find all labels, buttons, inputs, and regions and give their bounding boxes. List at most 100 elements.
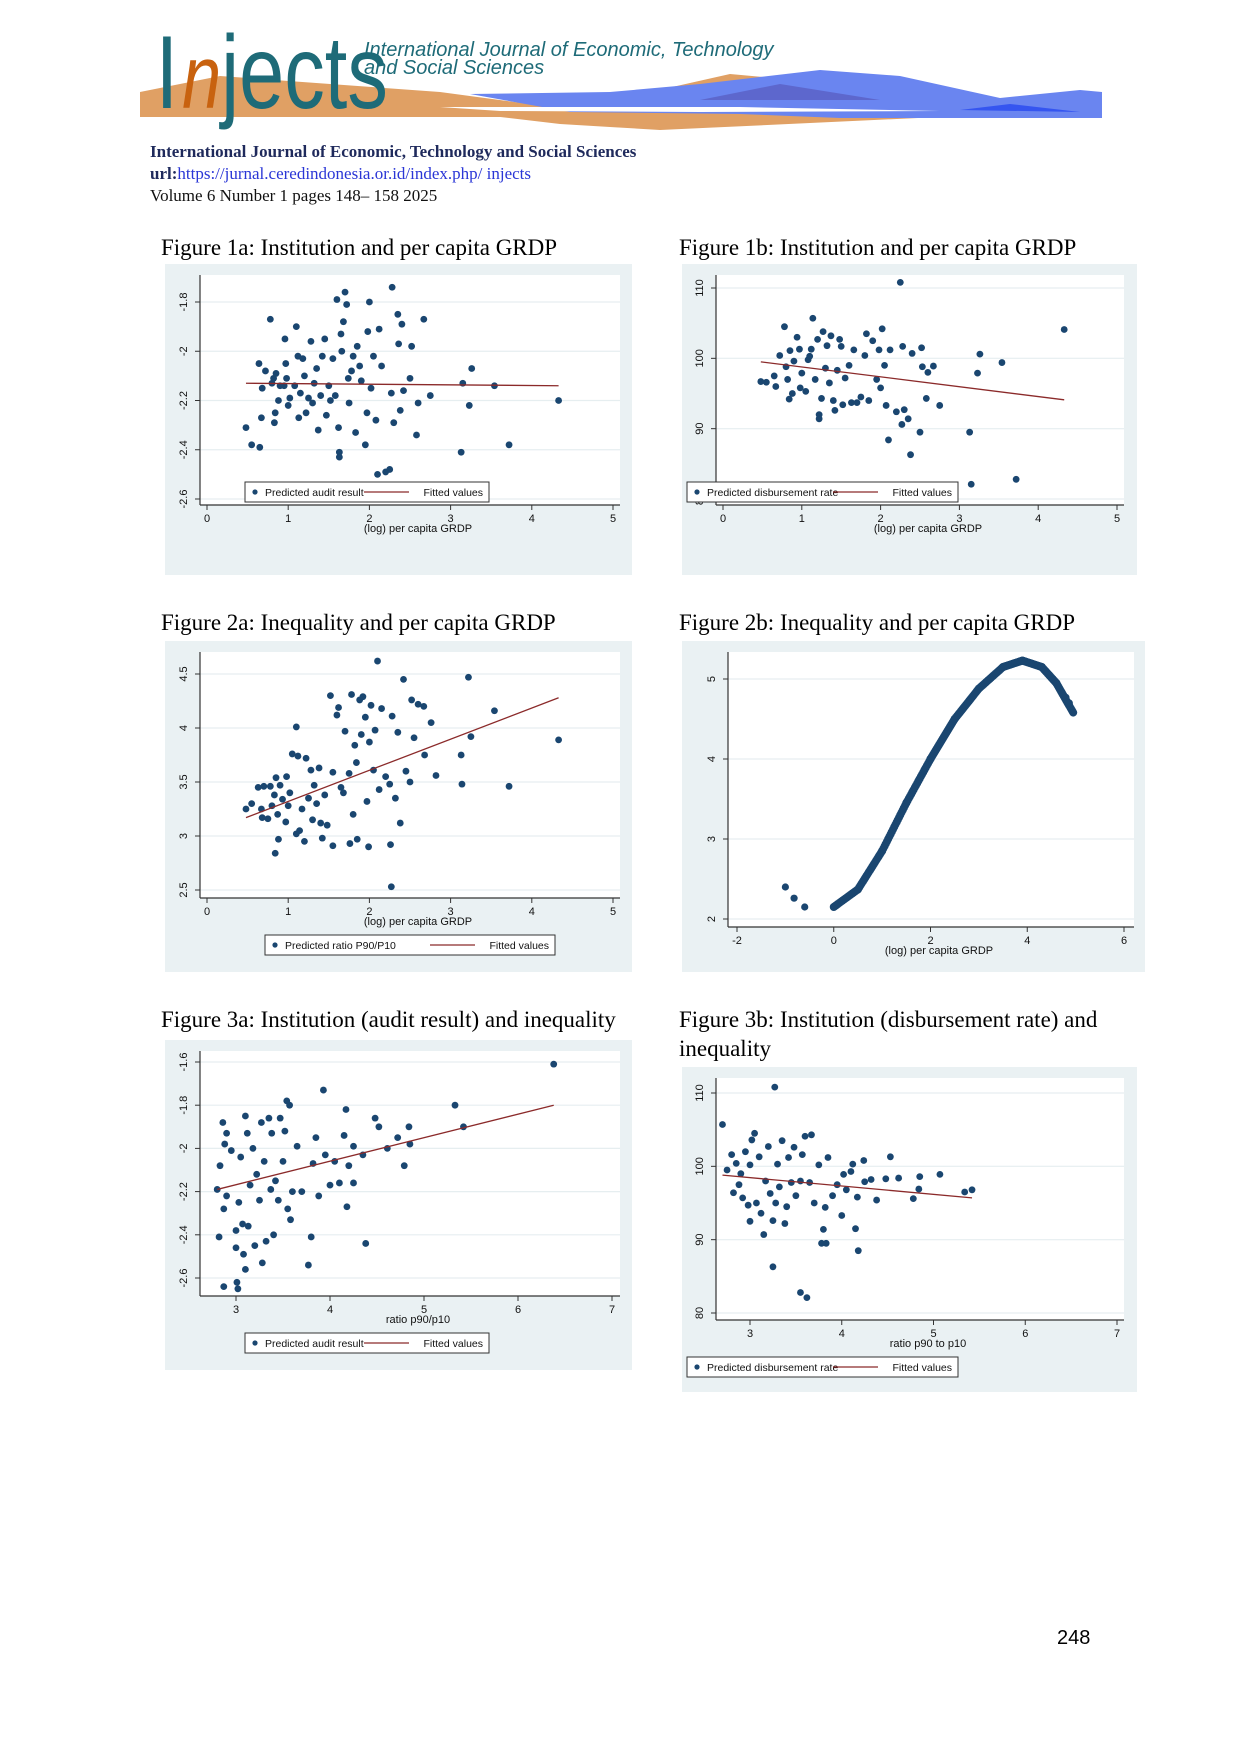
data-point bbox=[378, 362, 385, 370]
data-point bbox=[216, 1162, 224, 1170]
data-point bbox=[346, 840, 354, 847]
data-point bbox=[801, 903, 809, 911]
data-point bbox=[467, 733, 475, 741]
data-point bbox=[295, 414, 303, 422]
legend-label-points: Predicted ratio P90/P10 bbox=[285, 940, 396, 952]
x-tick-label: 1 bbox=[285, 513, 291, 525]
data-point bbox=[335, 704, 342, 711]
journal-url-link[interactable]: https://jurnal.ceredindonesia.or.id/inde… bbox=[177, 164, 532, 183]
figure-3b-title-line1: Figure 3b: Institution (disbursement rat… bbox=[679, 1007, 1098, 1032]
data-point bbox=[760, 1231, 768, 1238]
data-point bbox=[321, 335, 329, 343]
data-point bbox=[451, 1101, 459, 1109]
data-point bbox=[262, 367, 269, 375]
data-point bbox=[396, 819, 404, 827]
data-point bbox=[873, 1196, 881, 1204]
data-point bbox=[873, 376, 881, 383]
data-point bbox=[793, 333, 801, 341]
x-tick-label: -2 bbox=[732, 935, 742, 947]
data-point bbox=[363, 409, 371, 417]
plot-area bbox=[716, 1078, 1124, 1320]
svg-text:n: n bbox=[182, 28, 221, 128]
data-point bbox=[232, 1244, 240, 1252]
data-point bbox=[338, 347, 346, 355]
data-point bbox=[307, 766, 315, 774]
data-point bbox=[400, 387, 407, 395]
data-point bbox=[886, 1153, 894, 1161]
figure-1a-scatter-plot: -2.6 -2.4 -2.2 -2 -1.8 0 1 2 3 4 5 (log) per capita… bbox=[178, 275, 620, 535]
journal-title: International Journal of Economic, Techn… bbox=[150, 142, 637, 161]
data-point bbox=[344, 374, 352, 382]
legend-label-fit: Fitted values bbox=[892, 1362, 952, 1374]
data-point bbox=[751, 1129, 758, 1137]
x-tick-label: 4 bbox=[839, 1328, 845, 1340]
data-point bbox=[350, 1142, 357, 1150]
data-point bbox=[1065, 699, 1073, 707]
y-tick-label: -2 bbox=[178, 1144, 190, 1154]
data-point bbox=[810, 1199, 818, 1207]
data-point bbox=[796, 345, 803, 353]
data-point bbox=[327, 692, 334, 699]
y-tick-label: -1.6 bbox=[178, 1053, 190, 1072]
data-point bbox=[772, 383, 780, 390]
y-tick-label: 4 bbox=[706, 756, 718, 762]
data-point bbox=[317, 392, 325, 399]
data-point bbox=[410, 734, 418, 742]
data-point bbox=[764, 1143, 772, 1150]
data-point bbox=[294, 752, 302, 760]
y-tick-label: -2.4 bbox=[178, 1225, 190, 1244]
data-point bbox=[309, 816, 316, 824]
data-point bbox=[457, 448, 465, 456]
data-point bbox=[288, 750, 296, 758]
data-point bbox=[775, 1183, 783, 1191]
y-tick-label: 3.5 bbox=[178, 774, 190, 789]
data-point bbox=[237, 1153, 245, 1161]
data-point bbox=[233, 1278, 241, 1286]
data-point bbox=[322, 411, 330, 419]
x-tick-label: 3 bbox=[233, 1304, 239, 1316]
y-tick-label: 110 bbox=[694, 1084, 706, 1102]
legend-label-points: Predicted disbursement rate bbox=[707, 487, 838, 499]
data-point bbox=[307, 1233, 315, 1241]
data-point bbox=[848, 399, 855, 407]
data-point bbox=[400, 1162, 408, 1170]
data-point bbox=[272, 1177, 279, 1185]
data-point bbox=[769, 1263, 777, 1271]
plot-area bbox=[200, 652, 620, 898]
figure-1a-title: Figure 1a: Institution and per capita GR… bbox=[161, 235, 558, 260]
data-point bbox=[243, 1129, 251, 1137]
data-point bbox=[847, 1168, 855, 1175]
data-point bbox=[282, 818, 290, 826]
data-point bbox=[386, 466, 394, 473]
y-tick-label: 4 bbox=[178, 725, 190, 731]
data-point bbox=[776, 352, 784, 359]
data-point bbox=[242, 1265, 249, 1273]
data-point bbox=[282, 360, 290, 367]
x-tick-label: 0 bbox=[720, 513, 726, 525]
data-point bbox=[823, 342, 831, 350]
x-tick-label: 4 bbox=[1035, 513, 1041, 525]
figure-1b-title: Figure 1b: Institution and per capita GR… bbox=[679, 235, 1077, 260]
data-point bbox=[234, 1285, 242, 1293]
data-point bbox=[268, 1129, 276, 1137]
y-tick-label: 5 bbox=[706, 676, 718, 682]
x-tick-label: 5 bbox=[421, 1304, 427, 1316]
data-point bbox=[301, 372, 308, 380]
data-point bbox=[896, 278, 904, 286]
data-point bbox=[336, 1179, 343, 1187]
data-point bbox=[284, 1205, 292, 1213]
data-point bbox=[850, 346, 858, 354]
data-point bbox=[258, 1259, 266, 1267]
data-point bbox=[845, 361, 853, 369]
data-point bbox=[807, 345, 815, 353]
x-tick-label: 3 bbox=[448, 513, 454, 525]
data-point bbox=[276, 781, 284, 789]
data-point bbox=[468, 365, 476, 372]
data-point bbox=[755, 1153, 763, 1161]
data-point bbox=[744, 1201, 752, 1209]
data-point bbox=[283, 773, 290, 780]
data-point bbox=[778, 1137, 786, 1145]
y-tick-label: -2.4 bbox=[178, 440, 190, 459]
data-point bbox=[375, 1123, 383, 1131]
data-point bbox=[361, 441, 369, 449]
